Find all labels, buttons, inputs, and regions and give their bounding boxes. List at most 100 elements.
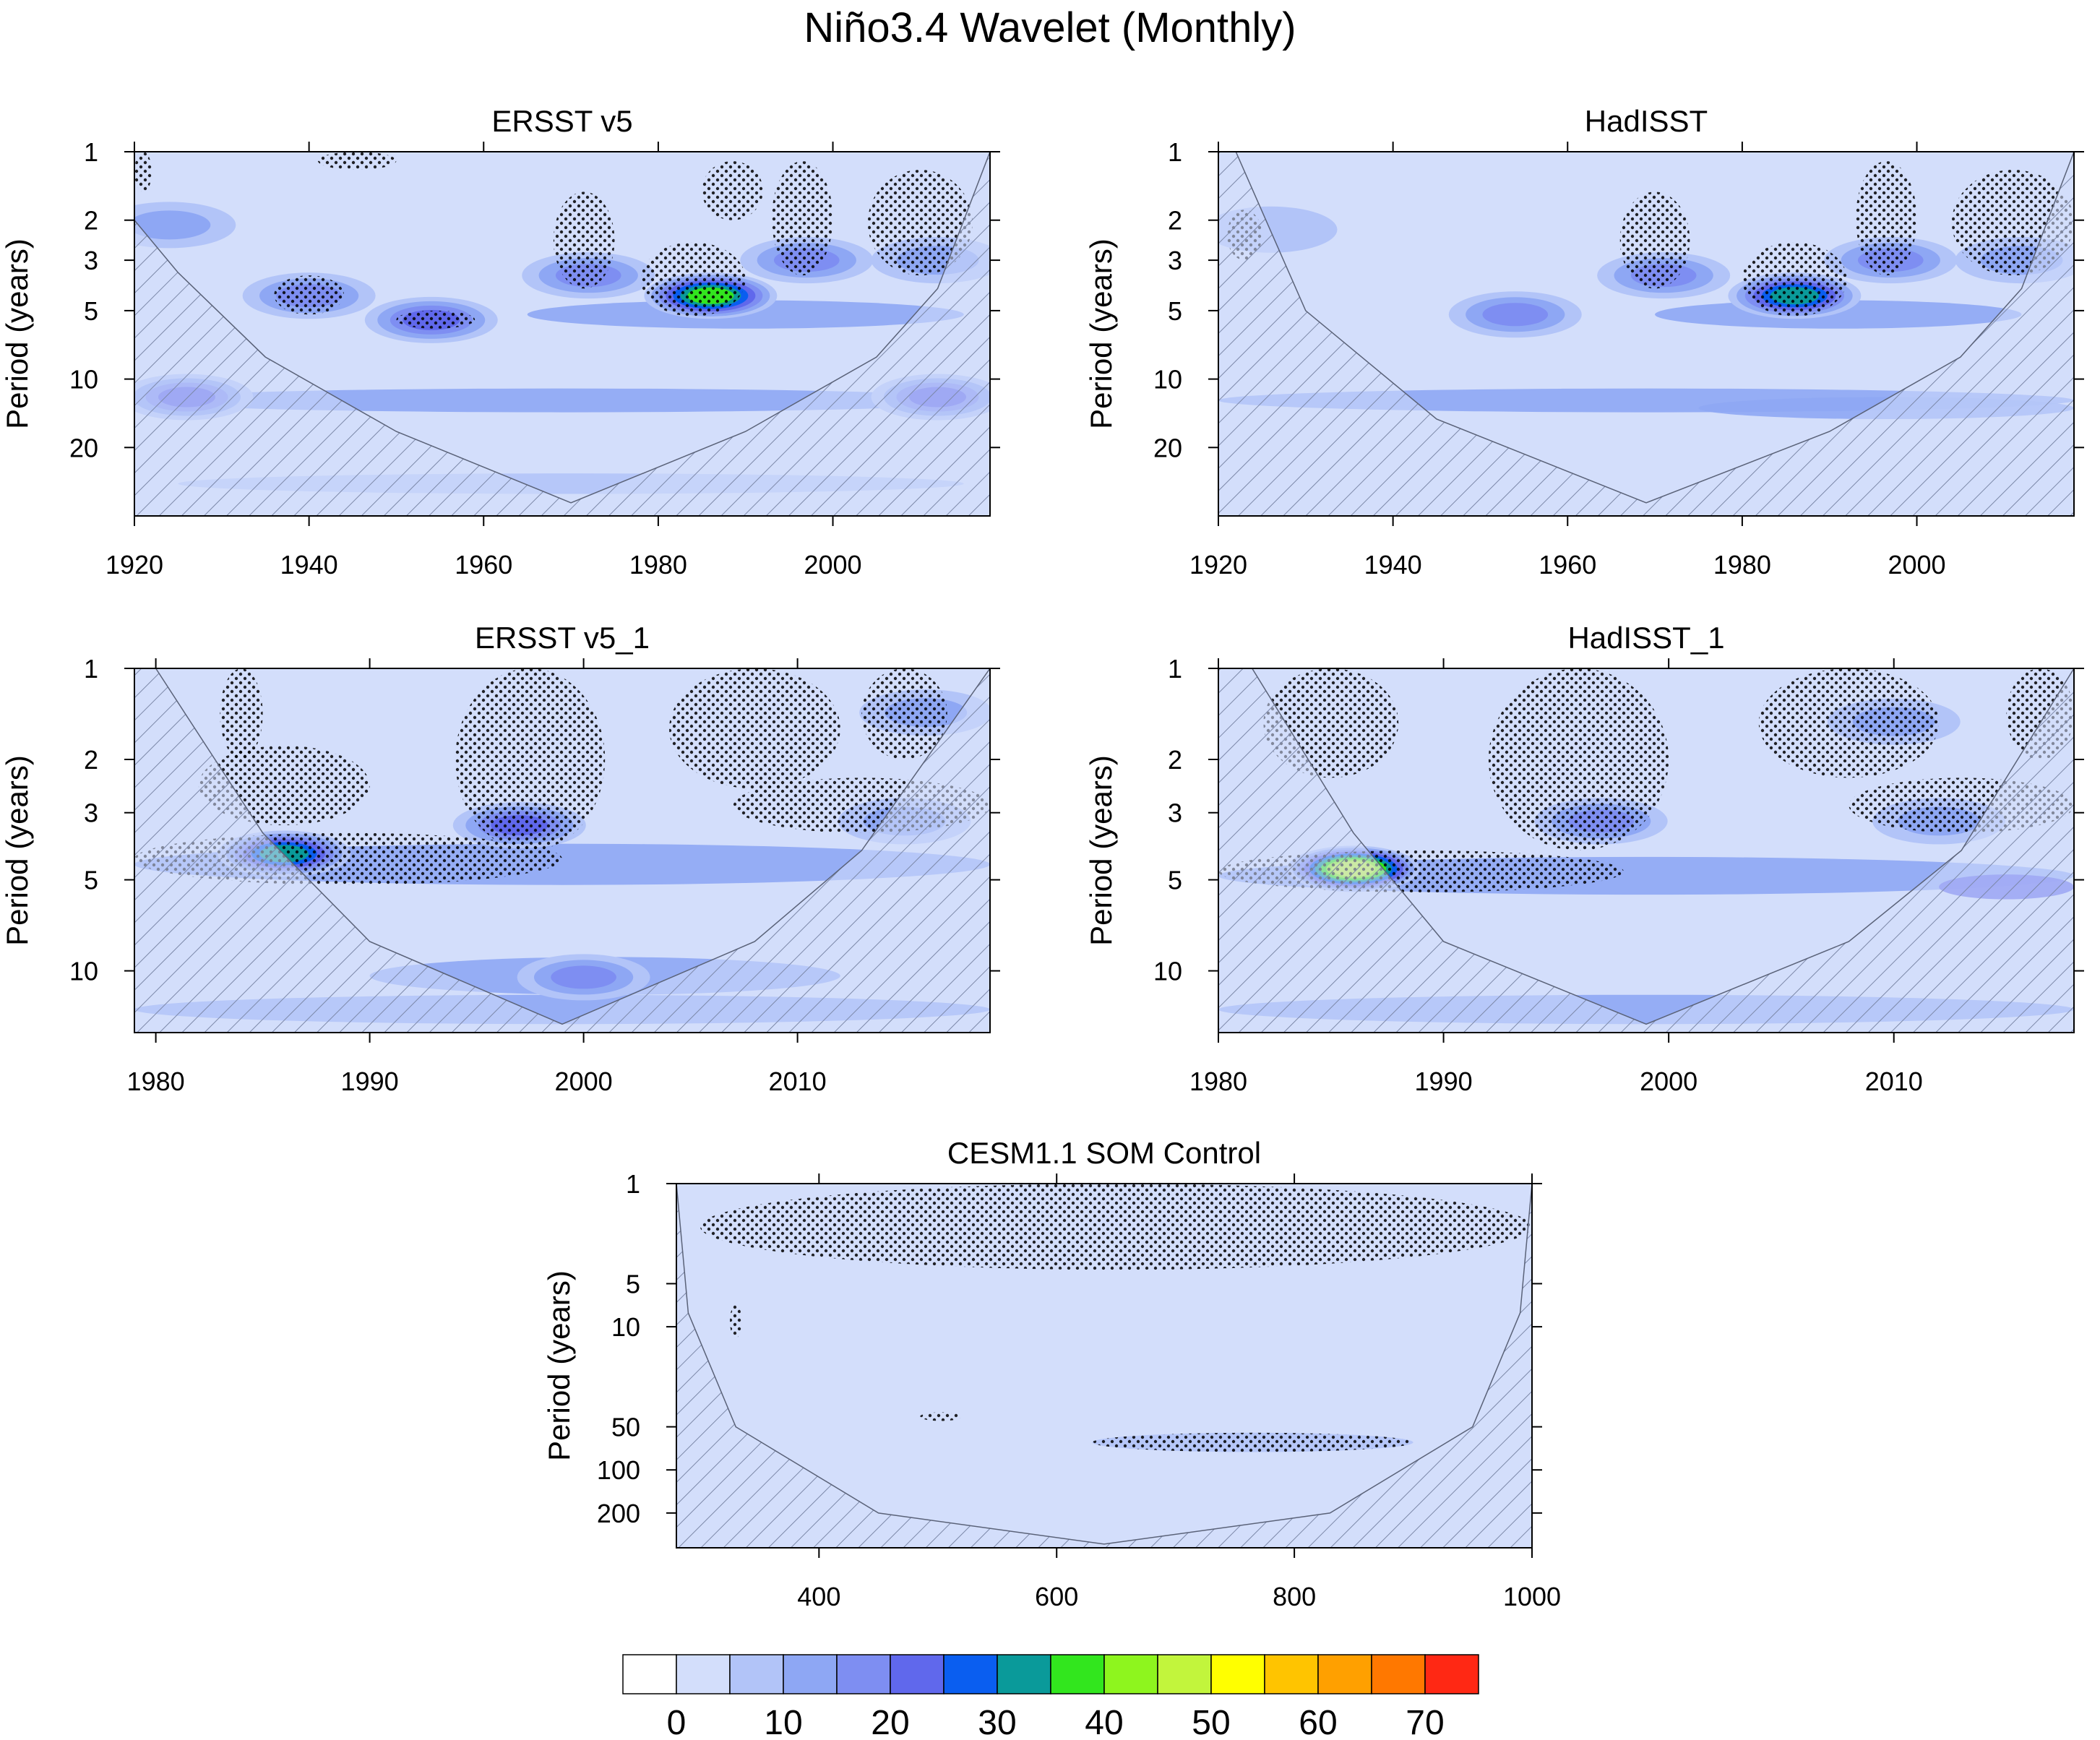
x-tick-label: 1960 [455, 550, 512, 580]
y-axis-label: Period (years) [1084, 755, 1118, 946]
colorbar-swatch [1264, 1654, 1319, 1694]
x-tick-label: 1000 [1503, 1582, 1561, 1611]
panel-4: HadISST_1 Period (years) 1 2 3 5 10 1980 1990 200… [1084, 621, 2084, 1096]
y-axis-label: Period (years) [542, 1270, 576, 1461]
significance-stipple [1092, 1432, 1413, 1452]
significance-stipple [700, 1184, 1532, 1270]
y-tick-label: 50 [611, 1413, 640, 1442]
y-tick-label: 10 [611, 1312, 640, 1342]
significance-stipple [1488, 668, 1669, 850]
colorbar-swatch [1317, 1654, 1372, 1694]
colorbar: 0 10 20 30 40 50 60 70 [622, 1654, 1479, 1740]
colorbar-label: 40 [1085, 1704, 1123, 1740]
y-tick-label: 5 [1168, 296, 1182, 326]
y-tick-label: 1 [1168, 654, 1182, 684]
x-tick-label: 1980 [127, 1067, 185, 1096]
x-tick-label: 600 [1035, 1582, 1078, 1611]
plot-area [676, 1184, 1532, 1548]
x-tick-label: 2000 [1640, 1067, 1697, 1096]
power-contour [551, 965, 616, 989]
x-tick-label: 1920 [1189, 550, 1247, 580]
panel-3: ERSST v5_1 Period (years) 1 2 3 5 10 1980 1990 20… [0, 621, 1000, 1096]
plot-area [1218, 668, 2074, 1033]
y-tick-label: 3 [84, 246, 98, 275]
panel-title: CESM1.1 SOM Control [947, 1136, 1261, 1170]
y-axis-label: Period (years) [1084, 238, 1118, 429]
y-tick-label: 10 [69, 957, 98, 986]
y-tick-label: 3 [1168, 246, 1182, 275]
x-tick-label: 2000 [804, 550, 861, 580]
significance-stipple [730, 1304, 742, 1338]
x-tick-label: 2010 [769, 1067, 827, 1096]
cone-of-influence [1218, 152, 2074, 516]
y-tick-label: 5 [84, 866, 98, 895]
y-axis-label: Period (years) [0, 238, 34, 429]
plot-area [134, 152, 990, 516]
panel-title: ERSST v5_1 [475, 621, 650, 655]
plot-frame [134, 151, 991, 517]
plot-area [134, 668, 990, 1033]
colorbar-swatch [1210, 1654, 1265, 1694]
colorbar-swatch [1371, 1654, 1426, 1694]
x-tick-label: 1980 [1189, 1067, 1247, 1096]
figure-title: Niño3.4 Wavelet (Monthly) [804, 4, 1296, 51]
y-tick-label: 2 [84, 745, 98, 775]
significance-stipple [134, 152, 152, 192]
colorbar-swatch [622, 1654, 677, 1694]
panel-title: HadISST [1585, 104, 1708, 138]
colorbar-swatch [836, 1654, 891, 1694]
y-tick-label: 1 [626, 1169, 640, 1199]
panel-5: CESM1.1 SOM Control Period (years) 1 5 10 50 1… [542, 1136, 1561, 1611]
significance-stipple [640, 242, 746, 316]
y-tick-label: 10 [1153, 957, 1182, 986]
significance-stipple [274, 275, 344, 315]
cone-of-influence [1218, 668, 2074, 1033]
power-contour [134, 210, 211, 240]
y-axis-label: Period (years) [0, 755, 34, 946]
y-tick-label: 5 [84, 296, 98, 326]
plot-frame [134, 668, 991, 1033]
power-contour [1482, 303, 1549, 327]
colorbar-swatch [997, 1654, 1051, 1694]
y-tick-label: 1 [84, 654, 98, 684]
y-tick-label: 2 [84, 206, 98, 236]
colorbar-label: 0 [667, 1704, 687, 1740]
significance-stipple [771, 161, 833, 276]
colorbar-label: 30 [978, 1704, 1016, 1740]
plot-area [1218, 152, 2074, 516]
significance-stipple [1758, 668, 1940, 778]
x-tick-label: 1940 [280, 550, 338, 580]
significance-stipple [669, 668, 840, 789]
y-tick-label: 3 [84, 798, 98, 828]
x-tick-label: 400 [797, 1582, 840, 1611]
colorbar-swatch [1424, 1654, 1479, 1694]
colorbar-swatch [1050, 1654, 1105, 1694]
colorbar-swatch [783, 1654, 838, 1694]
y-tick-label: 1 [1168, 137, 1182, 167]
colorbar-swatch [729, 1654, 784, 1694]
x-tick-label: 2000 [1888, 550, 1945, 580]
significance-stipple [1742, 242, 1847, 316]
plot-frame [676, 1183, 1533, 1549]
x-tick-label: 800 [1273, 1582, 1316, 1611]
panel-1: ERSST v5 Period (years) 1 2 3 5 10 20 1920 1940 19… [0, 104, 1000, 580]
x-tick-label: 2000 [555, 1067, 613, 1096]
panel-title: HadISST_1 [1567, 621, 1724, 655]
significance-stipple [702, 161, 763, 220]
y-tick-label: 5 [1168, 866, 1182, 895]
y-tick-label: 20 [1153, 433, 1182, 462]
significance-stipple [220, 668, 263, 759]
y-tick-label: 10 [69, 365, 98, 395]
x-tick-label: 1990 [1415, 1067, 1473, 1096]
x-tick-label: 2010 [1865, 1067, 1923, 1096]
panel-2: HadISST Period (years) 1 2 3 5 10 20 1920 1940 196… [1084, 104, 2084, 580]
panel-title: ERSST v5 [491, 104, 632, 138]
x-tick-label: 1980 [1713, 550, 1771, 580]
plot-frame [1218, 668, 2075, 1033]
colorbar-label: 10 [764, 1704, 802, 1740]
y-tick-label: 100 [597, 1455, 640, 1485]
colorbar-swatch [1157, 1654, 1212, 1694]
plot-frame [1218, 151, 2075, 517]
